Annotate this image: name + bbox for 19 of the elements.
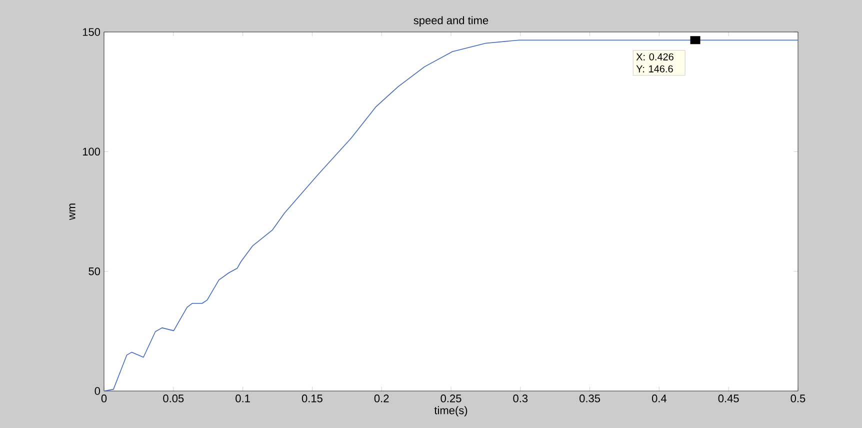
- x-tick-label: 0.05: [163, 394, 184, 402]
- x-tick-label: 0.25: [440, 394, 462, 402]
- y-tick-label: 50: [88, 267, 100, 276]
- y-tick-label: 0: [94, 387, 100, 395]
- x-tick-label: 0.4: [652, 394, 667, 402]
- y-axis-title: wm: [69, 204, 76, 220]
- y-tick-label: 100: [82, 148, 100, 156]
- y-tick-label: 150: [82, 28, 100, 36]
- annotation: X: 0.426 Y: 146.6: [636, 53, 674, 72]
- x-tick-label: 0.5: [790, 394, 806, 402]
- x-tick-label: 0.2: [374, 394, 389, 402]
- x-tick-label: 0: [101, 394, 107, 402]
- x-tick-label: 0.35: [580, 394, 600, 402]
- x-tick-label: 0.45: [718, 394, 739, 402]
- x-tick-label: 0.3: [513, 394, 528, 402]
- x-tick-label: 0.1: [236, 394, 250, 402]
- x-tick-label: 0.15: [302, 394, 322, 402]
- chart-title: speed and time: [414, 16, 488, 26]
- x-axis-title: time(s): [434, 406, 468, 416]
